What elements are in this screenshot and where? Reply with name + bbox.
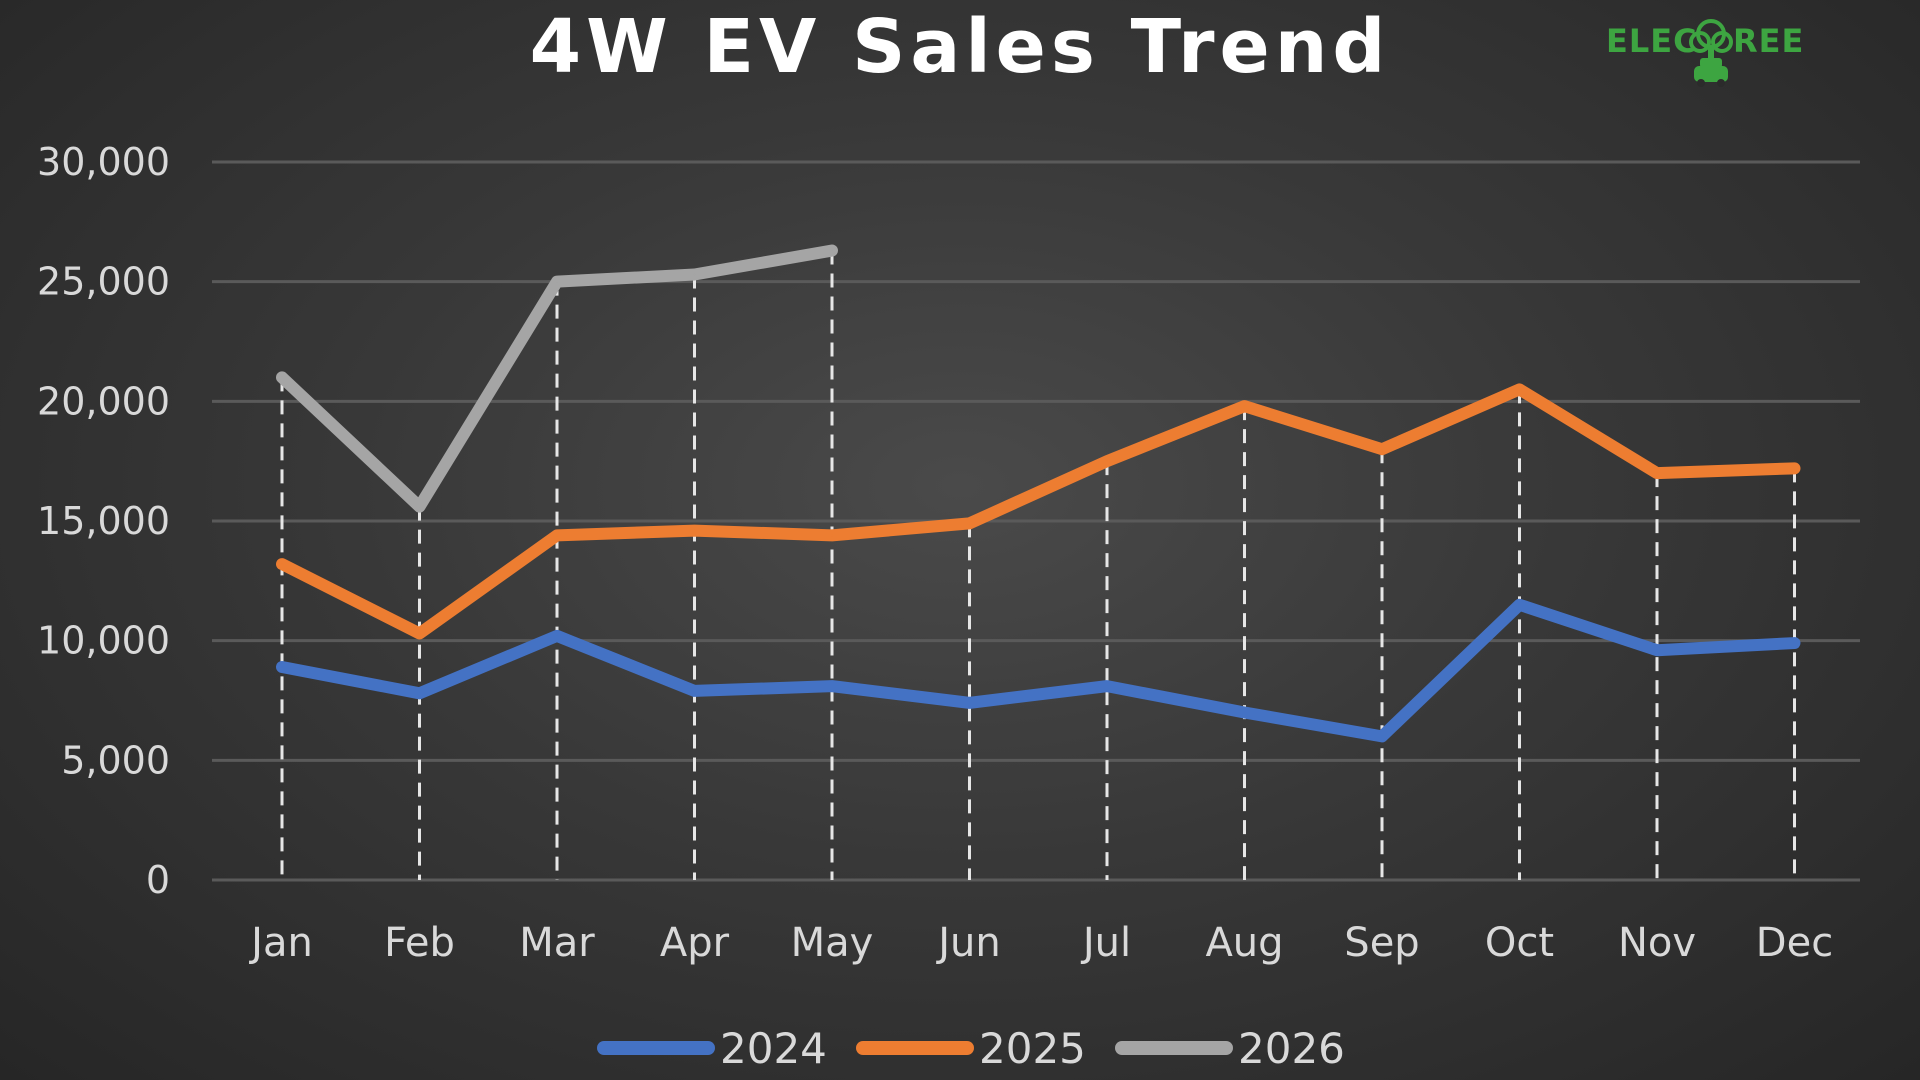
data-point-2025 (1381, 448, 1383, 451)
data-point-2025 (831, 534, 833, 537)
series-line-2024 (276, 598, 1801, 743)
x-tick-label: Jul (1080, 920, 1131, 966)
x-tick-label: Sep (1344, 920, 1419, 966)
data-point-2026 (281, 376, 283, 379)
y-tick-label: 15,000 (37, 499, 170, 543)
data-point-2025 (1656, 472, 1658, 475)
data-point-2024 (1243, 711, 1246, 714)
x-tick-label: Feb (384, 920, 455, 966)
data-point-2025 (1518, 388, 1521, 391)
data-point-2025 (968, 522, 971, 525)
logo-text-right: REE (1733, 22, 1804, 60)
data-point-2024 (693, 689, 696, 692)
x-tick-label: May (791, 920, 874, 966)
data-point-2024 (1106, 685, 1108, 688)
data-point-2026 (831, 249, 833, 252)
data-point-2026 (556, 280, 558, 283)
data-point-2025 (418, 632, 421, 635)
x-tick-label: Mar (519, 920, 595, 966)
data-point-2025 (281, 563, 283, 566)
y-tick-label: 30,000 (37, 140, 170, 184)
legend-label-2024: 2024 (720, 1024, 827, 1073)
data-point-2024 (1381, 735, 1383, 738)
legend-label-2026: 2026 (1238, 1024, 1345, 1073)
y-tick-label: 0 (146, 858, 170, 902)
x-tick-label: Nov (1618, 920, 1696, 966)
x-tick-label: Apr (660, 920, 730, 966)
data-point-2025 (1793, 467, 1796, 470)
data-point-2024 (556, 634, 558, 637)
legend-label-2025: 2025 (979, 1024, 1086, 1073)
data-point-2024 (1656, 649, 1658, 652)
drop-lines (280, 250, 1796, 880)
data-point-2026 (693, 273, 696, 276)
legend: 2024 2025 2026 (597, 1024, 1345, 1073)
logo-text-left: ELEC (1606, 22, 1698, 60)
gridlines (212, 160, 1860, 882)
x-tick-label: Aug (1205, 920, 1283, 966)
data-point-2026 (418, 505, 421, 508)
data-point-2024 (281, 665, 283, 668)
x-tick-label: Jun (935, 920, 1001, 966)
data-point-2024 (418, 692, 421, 695)
x-axis-ticks: Jan Feb Mar Apr May Jun Jul Aug Sep Oct Nov Dec (248, 920, 1833, 966)
series-lines (276, 244, 1801, 743)
y-tick-label: 5,000 (61, 738, 170, 782)
data-point-2024 (1793, 642, 1796, 645)
series-line-2025 (276, 383, 1801, 640)
data-point-2024 (1518, 603, 1521, 606)
data-point-2025 (556, 534, 558, 537)
y-axis-ticks: 0 5,000 10,000 15,000 20,000 25,000 30,000 (37, 140, 170, 902)
chart-title: 4W EV Sales Trend (530, 4, 1391, 90)
y-tick-label: 25,000 (37, 260, 170, 304)
data-point-2025 (1243, 405, 1246, 408)
data-point-2024 (831, 685, 833, 688)
data-point-2025 (693, 529, 696, 532)
x-tick-label: Jan (248, 920, 313, 966)
x-tick-label: Oct (1485, 920, 1554, 966)
y-tick-label: 20,000 (37, 379, 170, 423)
data-point-2024 (968, 701, 971, 704)
y-tick-label: 10,000 (37, 619, 170, 663)
data-point-2025 (1106, 460, 1108, 463)
brand-logo: ELEC REE (1606, 19, 1804, 87)
tree-car-icon (1689, 19, 1733, 87)
x-tick-label: Dec (1756, 920, 1833, 966)
